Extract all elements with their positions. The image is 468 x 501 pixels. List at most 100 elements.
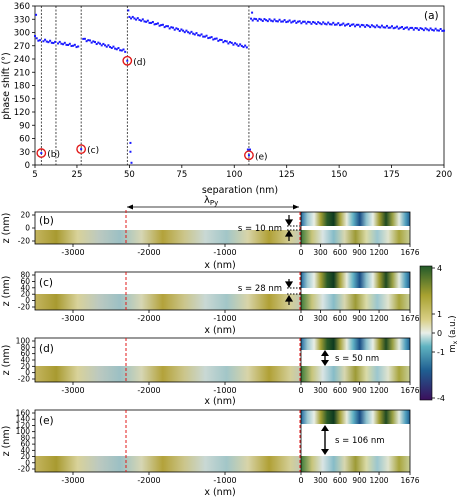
highlight-circle [122,55,133,66]
data-point [335,23,338,26]
x-tick-label: 600 [333,476,348,485]
y-tick-label: 0 [25,224,30,233]
y-tick-label: 40 [20,356,30,365]
heatmap-panel-c: s = 28 nm (c) -3000 -2000 -1000 0 300 600 900 1… [1,271,420,337]
data-point [266,20,269,23]
highlight-circle [76,144,87,155]
data-point [75,46,78,49]
data-point [345,23,348,26]
panel-e-label: (e) [39,415,54,427]
data-point [416,27,419,30]
x-tick-label: -3000 [61,248,84,257]
data-point [281,20,284,23]
data-point [83,37,86,40]
data-point [207,37,210,40]
y-tick-label: 20 [20,211,30,220]
data-point [310,22,313,25]
data-point [409,26,412,29]
py-film-left [35,366,301,382]
data-point [427,29,430,32]
highlight-circle [36,148,47,158]
data-point [327,21,330,24]
data-point [355,23,358,26]
y-tick-label: 60 [20,277,30,286]
data-point [213,37,216,40]
y-tick-label: 0 [25,368,30,377]
data-point [253,17,256,20]
data-point [414,27,417,30]
data-point [303,20,306,23]
data-point [375,24,378,27]
data-point [374,26,377,29]
data-point [99,42,102,45]
data-point [275,20,278,23]
data-point [404,26,407,29]
panel-a-label: (a) [424,10,439,22]
x-tick-label: 1200 [369,386,388,395]
data-point [62,43,65,46]
data-point [133,17,136,20]
separation-label: s = 50 nm [335,354,379,364]
cofe-film [301,272,410,288]
data-point [35,13,38,16]
y-tick-label: 100 [16,427,31,436]
data-point [261,19,264,22]
y-tick-label: 40 [20,283,30,292]
data-point [362,24,365,27]
x-tick-label: 900 [352,386,367,395]
data-point [227,42,230,45]
colorbar-tick-label: -4 [437,394,445,403]
data-point [260,18,263,21]
colorbar-tick-label: 0 [437,329,442,338]
data-point [185,29,188,32]
data-point [441,29,444,32]
x-tick-label: 900 [352,314,367,323]
x-tick-label: 600 [333,248,348,257]
data-point [109,45,112,48]
gap-arrowhead-up [321,425,329,431]
data-point [217,39,220,42]
data-point [183,31,186,34]
data-point [380,24,383,27]
data-point [220,38,223,41]
lambda-arrowhead-left [127,204,133,210]
gap-arrow-down [284,279,294,289]
data-point [212,38,215,41]
data-point [285,21,288,24]
data-point [224,39,227,42]
x-axis-label: separation (nm) [202,185,278,196]
data-point [58,40,61,43]
x-tick-label: 300 [313,386,328,395]
x-tick-label: 0 [298,386,303,395]
data-point [412,28,415,31]
x-tick-label: 1200 [369,476,388,485]
data-point [168,27,171,30]
data-point [286,20,289,23]
data-point [349,24,352,27]
data-point [114,47,117,50]
data-point [34,35,36,38]
data-point [155,23,158,26]
y-tick-label: 330 [14,15,30,25]
x-tick-label: -3000 [61,314,84,323]
x-tick-label: -1000 [213,248,236,257]
data-point [110,47,113,50]
data-point [250,17,253,20]
data-point [357,23,360,26]
data-point [394,26,397,29]
data-point [246,148,249,151]
data-point [60,42,63,45]
data-point [93,41,96,44]
colorbar-tick-label: 1 [437,310,442,319]
y-tick-label: 140 [16,415,31,424]
x-tick-label: -1000 [213,386,236,395]
data-point [337,22,340,25]
y-tick-label: 240 [14,55,30,65]
data-point [37,39,40,42]
x-tick-label: 175 [383,170,399,180]
data-point [364,25,367,28]
data-point [136,17,139,20]
data-point [307,20,310,23]
data-point [198,34,201,37]
y-tick-label: -20 [18,375,30,384]
